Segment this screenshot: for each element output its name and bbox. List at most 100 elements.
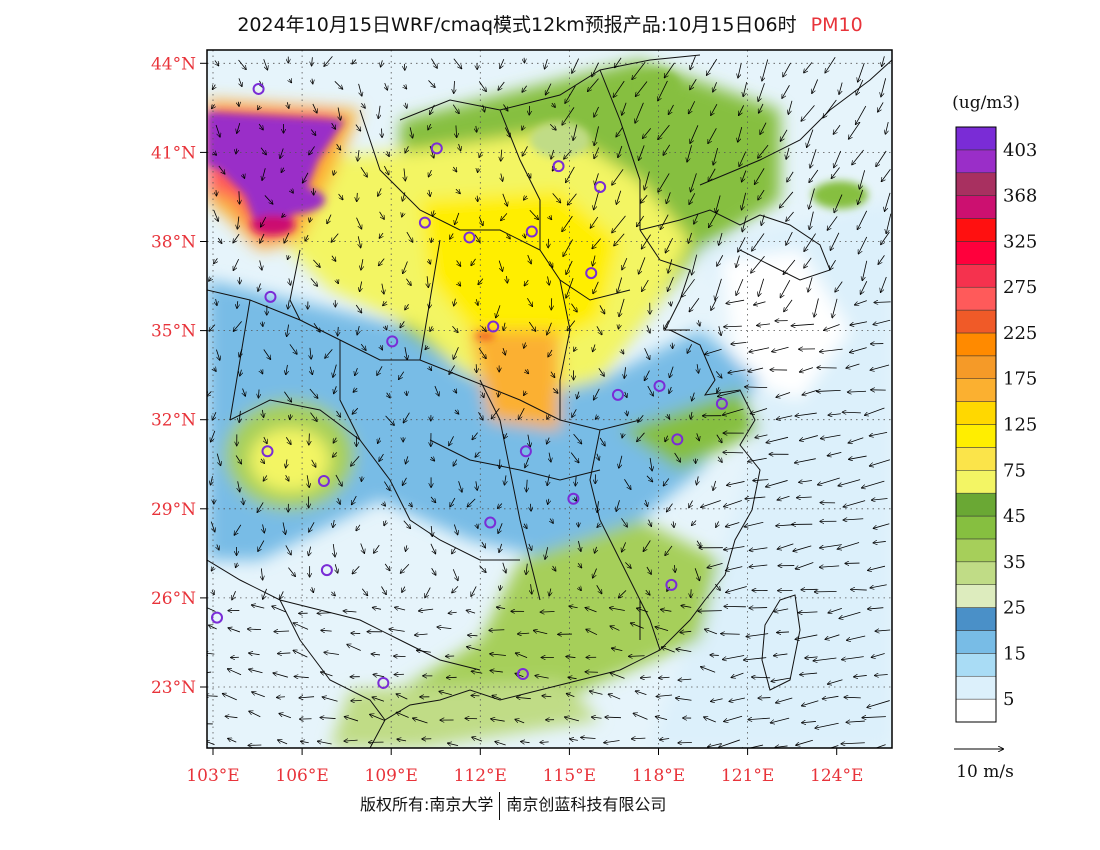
wind-arrow [629, 656, 645, 657]
axis-ticks: 103°E 106°E 109°E 112°E 115°E 118°E 121°E 124°E… [151, 54, 863, 786]
wind-arrow [524, 342, 526, 348]
wind-arrow [644, 370, 650, 381]
wind-arrow [278, 653, 291, 654]
wind-arrow [875, 675, 888, 676]
wind-arrow [335, 564, 337, 573]
wind-arrow [476, 299, 478, 305]
wind-arrow [527, 254, 531, 264]
wind-arrow [280, 591, 284, 598]
wind-arrow [361, 103, 365, 108]
wind-arrow [310, 412, 316, 422]
wind-arrow [608, 694, 621, 700]
wind-arrow [689, 101, 696, 113]
wind-arrow [572, 58, 580, 73]
wind-arrow [338, 107, 340, 120]
wind-arrow [431, 457, 434, 461]
wind-arrow [361, 588, 367, 596]
wind-arrow [336, 410, 340, 417]
wind-arrow [428, 123, 431, 130]
wind-arrow [585, 608, 597, 613]
wind-arrow [478, 278, 484, 285]
wind-arrow [570, 452, 579, 463]
wind-arrow [262, 409, 263, 417]
colorbar-label: 275 [1003, 277, 1037, 298]
wind-arrow [594, 147, 600, 159]
wind-arrow [782, 85, 790, 98]
wind-arrow [258, 123, 263, 130]
wind-arrow [403, 261, 408, 273]
wind-arrow [552, 193, 561, 202]
wind-arrow [530, 503, 531, 511]
wind-arrow [234, 524, 242, 535]
wind-arrow [497, 607, 506, 609]
wind-arrow [535, 676, 549, 679]
wind-arrow [728, 369, 746, 373]
wind-arrow [347, 644, 361, 651]
wind-arrow [261, 370, 263, 374]
city-marker [261, 445, 274, 458]
wind-arrow [334, 386, 337, 393]
wind-arrow [425, 587, 431, 598]
wind-arrow [612, 215, 626, 233]
wind-arrow [381, 128, 382, 138]
wind-arrow [632, 738, 646, 739]
wind-arrow [449, 365, 455, 374]
wind-arrow [322, 697, 338, 702]
wind-arrow [338, 193, 343, 199]
wind-arrow [310, 217, 311, 222]
wind-arrow [758, 278, 765, 296]
wind-arrow [610, 608, 625, 611]
title-main: 2024年10月15日WRF/cmaq模式12km预报产品:10月15日06时 [237, 14, 797, 36]
wind-arrow [377, 366, 383, 375]
wind-arrow [355, 304, 361, 313]
wind-arrow [726, 522, 740, 527]
wind-arrow [321, 630, 332, 631]
wind-arrow [238, 481, 240, 491]
wind-arrow [236, 562, 238, 568]
wind-arrow [850, 347, 867, 353]
wind-arrow [766, 480, 788, 486]
wind-arrow [647, 385, 653, 396]
wind-arrow [406, 390, 407, 396]
wind-arrow [820, 348, 843, 352]
wind-arrow [751, 408, 768, 414]
wind-arrow [361, 476, 362, 481]
wind-arrow [274, 631, 290, 632]
wind-arrow [547, 474, 549, 486]
wind-arrow [401, 563, 410, 573]
wind-arrow [293, 650, 308, 658]
wind-arrow [639, 145, 645, 160]
wind-arrow [622, 257, 628, 270]
wind-arrow [405, 347, 407, 359]
wind-arrow [786, 211, 794, 221]
wind-arrow [674, 452, 681, 462]
wind-arrow [207, 653, 215, 654]
wind-arrow [858, 62, 865, 82]
city-marker [252, 82, 265, 95]
wind-arrow [233, 233, 240, 243]
colorbar-label: 75 [1003, 460, 1026, 481]
wind-arrow [881, 78, 887, 96]
wind-arrow [454, 80, 455, 93]
wind-arrow [881, 276, 887, 292]
lat-tick-label: 35°N [151, 322, 196, 342]
wind-arrow [525, 370, 528, 374]
colorbar-label: 325 [1003, 231, 1037, 252]
wind-arrow [870, 431, 888, 436]
wind-arrow [665, 62, 675, 78]
wind-arrow [489, 630, 505, 631]
wind-arrow [431, 237, 432, 243]
wind-arrow [749, 565, 768, 567]
wind-arrow [239, 410, 240, 422]
wind-arrow [356, 524, 360, 531]
colorbar-cell [955, 286, 997, 311]
wind-arrow [636, 81, 648, 97]
wind-arrow [828, 452, 842, 455]
wind-arrow [397, 739, 407, 741]
wind-arrow [842, 656, 864, 660]
wind-arrow [355, 367, 358, 375]
wind-arrow [399, 371, 405, 380]
wind-arrow [289, 344, 297, 354]
wind-arrow [650, 457, 652, 471]
wind-arrow [719, 232, 723, 245]
